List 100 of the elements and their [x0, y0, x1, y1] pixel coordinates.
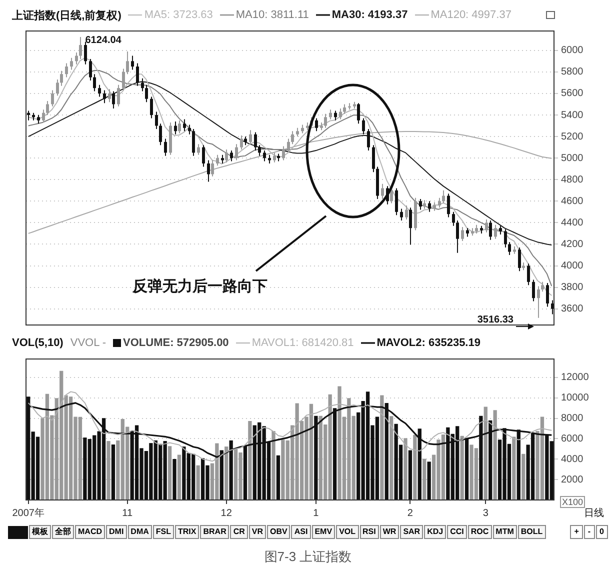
bar — [248, 420, 252, 500]
chart-subtitle: VVOL - — [70, 337, 106, 349]
candlestick — [216, 154, 219, 166]
candlestick — [447, 193, 450, 218]
text: VR — [248, 525, 266, 539]
candlestick — [159, 123, 162, 146]
y-tick-label: 8000 — [561, 413, 584, 424]
bar — [493, 410, 497, 500]
text: DMI — [106, 525, 127, 539]
candlestick — [174, 120, 177, 135]
candlestick — [56, 78, 59, 96]
y-tick-label: 4400 — [561, 217, 584, 228]
candlestick — [291, 130, 294, 145]
legend-label: MA10: 3811.11 — [236, 9, 309, 21]
bar — [512, 436, 516, 500]
candlestick — [461, 226, 464, 242]
candlestick — [164, 138, 167, 156]
y-tick-label: 12000 — [561, 372, 590, 384]
candlestick — [117, 84, 120, 107]
candlestick — [442, 190, 445, 204]
bar — [196, 465, 200, 500]
caption: 图7-3 上证指数 — [263, 548, 353, 566]
candlestick — [183, 118, 186, 132]
x-tick-label: 11 — [122, 508, 133, 519]
text: 0 — [596, 525, 608, 539]
y-tick-label: 3800 — [561, 282, 584, 294]
candlestick — [489, 220, 492, 240]
candlestick — [419, 198, 422, 210]
candlestick — [409, 207, 412, 246]
bar — [460, 436, 464, 500]
bar — [168, 446, 172, 500]
candlestick — [339, 108, 342, 120]
candlestick — [84, 41, 87, 65]
y-tick-label: 2000 — [561, 474, 584, 486]
candlestick — [343, 104, 346, 114]
bar — [413, 434, 417, 500]
y-tick-label: 4800 — [561, 174, 584, 186]
annotation: 反弹无力后一路向下 — [132, 278, 268, 295]
candlestick — [485, 218, 488, 233]
candlestick — [108, 88, 111, 103]
candlestick — [46, 100, 49, 116]
candlestick — [207, 160, 210, 182]
candlestick — [324, 113, 327, 128]
x-tick-label: 3 — [482, 508, 489, 519]
legend-label: MA120: 4997.37 — [430, 9, 512, 21]
bar — [106, 441, 110, 500]
candlestick — [249, 130, 252, 145]
candlestick — [145, 84, 148, 103]
candlestick — [235, 144, 238, 161]
candlestick — [452, 211, 455, 226]
bar — [427, 462, 431, 500]
bar — [404, 438, 408, 500]
text: VOL — [336, 525, 359, 539]
candlestick — [122, 68, 125, 91]
annotation: 6124.04 — [85, 34, 122, 46]
candlestick — [405, 204, 408, 220]
candlestick — [329, 109, 332, 120]
x-tick-label: 2007年 — [12, 506, 44, 519]
candlestick — [372, 144, 375, 173]
annotation: 3516.33 — [477, 314, 514, 326]
chart-title: VOL(5,10) — [12, 337, 64, 349]
legend-label: VOLUME: 572905.00 — [123, 337, 229, 349]
candlestick — [362, 118, 365, 135]
candlestick — [89, 58, 92, 82]
candlestick — [357, 102, 360, 124]
candlestick — [518, 246, 521, 272]
candlestick — [494, 224, 497, 240]
candlestick — [230, 150, 233, 162]
text: WR — [380, 525, 400, 539]
candlestick — [75, 52, 78, 65]
candlestick — [126, 50, 129, 75]
bar — [172, 459, 176, 500]
candlestick — [273, 152, 276, 163]
text: DMA — [128, 525, 152, 539]
candlestick — [27, 110, 30, 121]
text: CR — [230, 525, 248, 539]
candlestick — [395, 188, 398, 216]
candlestick — [315, 118, 318, 132]
candlestick — [367, 128, 370, 152]
candlestick — [225, 148, 228, 163]
candlestick — [240, 134, 243, 150]
text: - — [584, 525, 595, 539]
y-tick-label: 4600 — [561, 196, 584, 207]
text: + — [570, 525, 583, 539]
candlestick — [390, 186, 393, 204]
y-tick-label: 3600 — [561, 304, 584, 315]
candlestick — [282, 146, 285, 161]
candlestick — [98, 84, 101, 98]
text: OBV — [267, 525, 290, 539]
candlestick — [541, 281, 544, 292]
bar — [224, 446, 228, 500]
text: CCI — [447, 525, 467, 539]
y-tick-label: 5400 — [561, 110, 584, 121]
candlestick — [428, 200, 431, 212]
candlestick — [537, 286, 540, 318]
text: MACD — [75, 525, 105, 539]
y-tick-label: 5600 — [561, 88, 584, 100]
text: BRAR — [200, 525, 230, 539]
text: 模板 — [29, 525, 51, 539]
candlestick — [103, 90, 106, 104]
